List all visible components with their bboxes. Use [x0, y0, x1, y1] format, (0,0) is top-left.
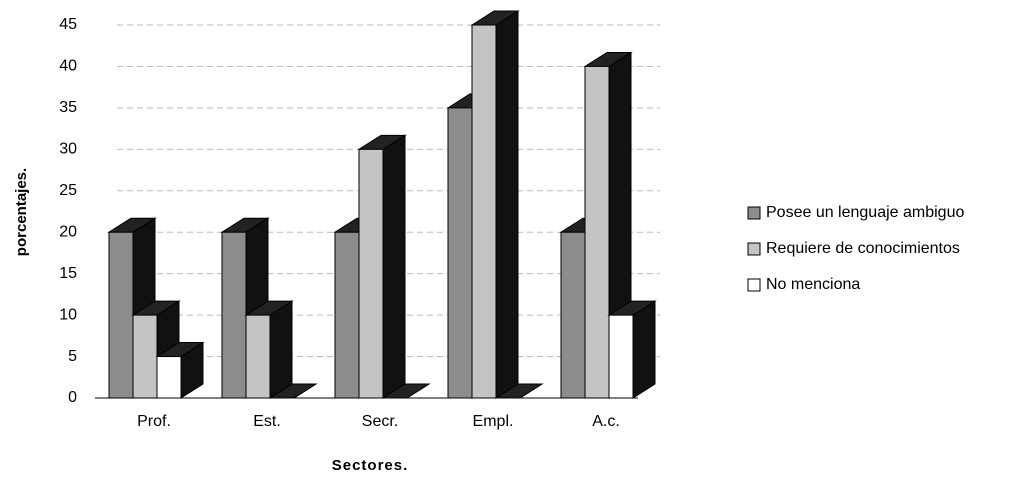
y-tick-label: 15 [59, 265, 77, 282]
legend-label: Requiere de conocimientos [766, 240, 960, 257]
y-tick-label: 0 [68, 389, 77, 406]
bar [607, 300, 657, 399]
bar-front [358, 148, 384, 399]
bar-front [221, 231, 247, 399]
y-axis-label: porcentajes. [13, 168, 30, 256]
bar-front [132, 314, 158, 399]
bar-front [108, 231, 134, 399]
legend-swatch [747, 278, 761, 292]
legend-swatch [747, 206, 761, 220]
bar-side [495, 10, 519, 399]
bar [470, 10, 520, 399]
bar-front [471, 24, 497, 399]
bar-top [268, 383, 318, 399]
x-tick-label: Prof. [137, 413, 171, 430]
bar-side [632, 300, 656, 399]
bar-side [269, 300, 293, 399]
bar-front [156, 356, 182, 399]
x-tick-label: Empl. [473, 413, 514, 430]
y-tick-label: 20 [59, 223, 77, 240]
x-tick-label: Secr. [362, 413, 398, 430]
legend-label: No menciona [766, 276, 860, 293]
x-axis-label: Sectores. [332, 457, 409, 474]
bar-front [245, 314, 271, 399]
legend-swatch [747, 242, 761, 256]
bar-front [608, 314, 634, 399]
bar-front [560, 231, 586, 399]
y-tick-label: 10 [59, 306, 77, 323]
bar-top [381, 383, 431, 399]
legend-label: Posee un lenguaje ambiguo [766, 204, 964, 221]
bar [155, 341, 205, 399]
bar-side [382, 134, 406, 399]
y-tick-label: 40 [59, 58, 77, 75]
bar-front [584, 65, 610, 399]
y-tick-label: 5 [68, 348, 77, 365]
y-tick-label: 45 [59, 16, 77, 33]
y-tick-label: 35 [59, 99, 77, 116]
y-tick-label: 25 [59, 182, 77, 199]
x-tick-label: A.c. [592, 413, 620, 430]
bar [357, 134, 407, 399]
bar [381, 383, 431, 399]
bar-top [494, 383, 544, 399]
y-tick-label: 30 [59, 141, 77, 158]
bar-front [447, 107, 473, 399]
bar [268, 383, 318, 399]
x-tick-label: Est. [253, 413, 281, 430]
bar [494, 383, 544, 399]
bar [244, 300, 294, 399]
bar-front [334, 231, 360, 399]
